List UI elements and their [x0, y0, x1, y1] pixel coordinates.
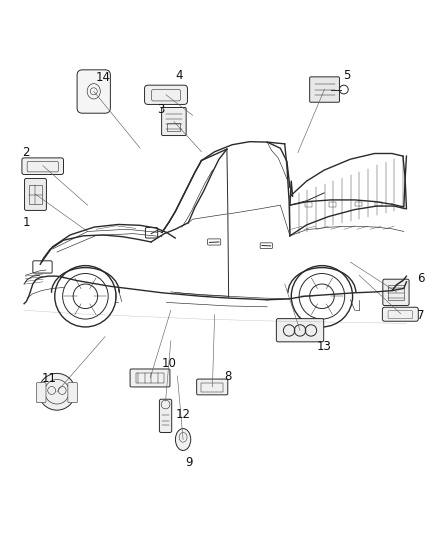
FancyBboxPatch shape: [382, 307, 418, 321]
Text: 2: 2: [22, 146, 30, 159]
FancyBboxPatch shape: [383, 279, 409, 305]
Text: 9: 9: [185, 456, 193, 469]
Text: 6: 6: [417, 272, 424, 285]
FancyBboxPatch shape: [25, 179, 46, 211]
Bar: [305, 203, 312, 207]
Bar: [136, 374, 164, 383]
Text: 4: 4: [175, 69, 183, 83]
Bar: [388, 285, 404, 300]
FancyBboxPatch shape: [130, 369, 170, 387]
FancyBboxPatch shape: [36, 383, 46, 403]
Bar: [329, 202, 336, 207]
Text: 12: 12: [176, 408, 191, 421]
Ellipse shape: [175, 429, 191, 450]
Text: 14: 14: [95, 71, 110, 84]
Circle shape: [39, 374, 75, 410]
Text: 3: 3: [158, 103, 165, 116]
Text: 11: 11: [42, 372, 57, 385]
FancyBboxPatch shape: [162, 108, 186, 135]
FancyBboxPatch shape: [276, 319, 324, 342]
FancyBboxPatch shape: [197, 379, 228, 395]
Text: 10: 10: [161, 357, 176, 370]
Text: 7: 7: [417, 309, 424, 322]
FancyBboxPatch shape: [310, 77, 339, 102]
Text: 8: 8: [224, 370, 231, 383]
FancyBboxPatch shape: [145, 85, 187, 104]
Bar: [201, 383, 223, 392]
Text: 1: 1: [22, 216, 30, 229]
FancyBboxPatch shape: [68, 383, 78, 403]
Bar: [375, 202, 382, 206]
Text: 5: 5: [343, 69, 350, 83]
FancyBboxPatch shape: [159, 399, 172, 432]
Bar: [29, 185, 42, 204]
Bar: [167, 123, 180, 131]
Bar: [355, 202, 362, 206]
FancyBboxPatch shape: [77, 70, 110, 113]
FancyBboxPatch shape: [22, 158, 64, 174]
Text: 13: 13: [317, 340, 332, 353]
